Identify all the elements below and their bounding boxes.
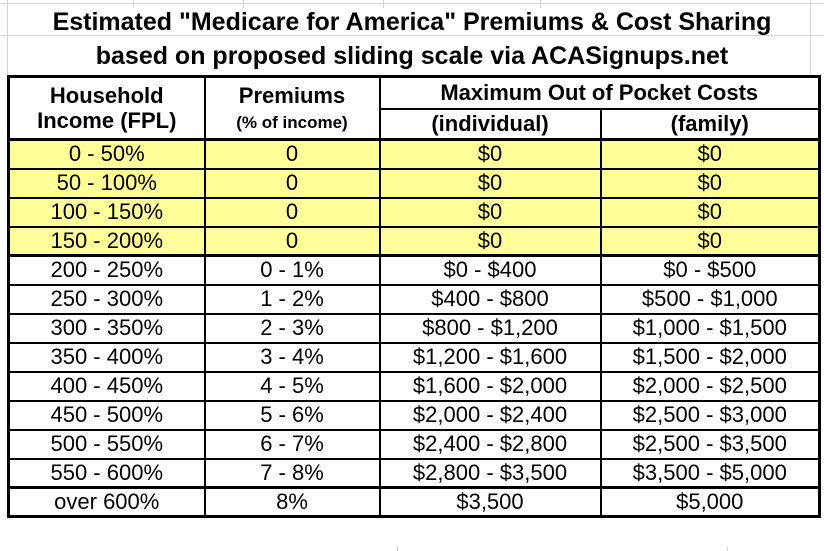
table-row: over 600% 8% $3,500 $5,000 [7, 486, 821, 518]
cell-income: 100 - 150% [7, 196, 206, 228]
column-header-household-income: Household Income (FPL) [7, 75, 206, 141]
gridline [540, 0, 541, 8]
gridline [243, 0, 244, 8]
cell-moop-individual: $1,200 - $1,600 [378, 341, 602, 373]
table-row: 450 - 500% 5 - 6% $2,000 - $2,400 $2,500… [7, 399, 821, 431]
cell-premium: 0 [203, 225, 381, 257]
cell-moop-individual: $1,600 - $2,000 [378, 370, 602, 402]
table-row: 200 - 250% 0 - 1% $0 - $400 $0 - $500 [7, 254, 821, 286]
table-row: 0 - 50% 0 $0 $0 [7, 138, 821, 170]
column-header-premiums: Premiums (% of income) [203, 75, 381, 141]
page-title-line-2: based on proposed sliding scale via ACAS… [95, 42, 729, 70]
title-band: Estimated "Medicare for America" Premium… [0, 0, 824, 71]
table-row: 100 - 150% 0 $0 $0 [7, 196, 821, 228]
cell-moop-family: $3,500 - $5,000 [599, 457, 821, 489]
cell-premium: 7 - 8% [203, 457, 381, 489]
cell-income: 300 - 350% [7, 312, 206, 344]
cell-moop-individual: $800 - $1,200 [378, 312, 602, 344]
cell-premium: 6 - 7% [203, 428, 381, 460]
cell-moop-individual: $0 [378, 196, 602, 228]
cell-moop-individual: $0 [378, 167, 602, 199]
cell-moop-family: $500 - $1,000 [599, 283, 821, 315]
gridline [7, 0, 8, 75]
cell-premium: 4 - 5% [203, 370, 381, 402]
gridline [383, 0, 384, 8]
table-row: 500 - 550% 6 - 7% $2,400 - $2,800 $2,500… [7, 428, 821, 460]
table-row: 50 - 100% 0 $0 $0 [7, 167, 821, 199]
gridline [133, 0, 134, 8]
header-premiums-line2: (% of income) [236, 113, 348, 132]
cell-moop-family: $5,000 [599, 486, 821, 518]
column-header-family: (family) [599, 107, 821, 141]
cell-moop-family: $0 [599, 196, 821, 228]
cell-premium: 0 - 1% [203, 254, 381, 286]
cell-moop-family: $1,500 - $2,000 [599, 341, 821, 373]
table-row: 300 - 350% 2 - 3% $800 - $1,200 $1,000 -… [7, 312, 821, 344]
cell-income: 450 - 500% [7, 399, 206, 431]
cell-income: 50 - 100% [7, 167, 206, 199]
cell-premium: 3 - 4% [203, 341, 381, 373]
cell-moop-individual: $0 [378, 138, 602, 170]
gridline [727, 546, 728, 551]
cell-moop-family: $0 [599, 167, 821, 199]
cell-income: 500 - 550% [7, 428, 206, 460]
cell-moop-individual: $2,800 - $3,500 [378, 457, 602, 489]
gridline [0, 3, 824, 4]
gridline [810, 0, 811, 75]
table-row: 150 - 200% 0 $0 $0 [7, 225, 821, 257]
cell-income: 550 - 600% [7, 457, 206, 489]
page-title-line-1: Estimated "Medicare for America" Premium… [52, 8, 772, 36]
cell-premium: 0 [203, 167, 381, 199]
premiums-cost-sharing-table: Household Income (FPL) Premiums (% of in… [7, 75, 821, 518]
cell-moop-individual: $2,000 - $2,400 [378, 399, 602, 431]
cell-income: over 600% [7, 486, 206, 518]
cell-premium: 2 - 3% [203, 312, 381, 344]
column-header-moop: Maximum Out of Pocket Costs [378, 75, 821, 110]
cell-income: 250 - 300% [7, 283, 206, 315]
cell-moop-family: $0 - $500 [599, 254, 821, 286]
cell-income: 0 - 50% [7, 138, 206, 170]
column-header-individual: (individual) [378, 107, 602, 141]
table-row: 400 - 450% 4 - 5% $1,600 - $2,000 $2,000… [7, 370, 821, 402]
cell-premium: 5 - 6% [203, 399, 381, 431]
cell-moop-family: $1,000 - $1,500 [599, 312, 821, 344]
cell-premium: 8% [203, 486, 381, 518]
cell-moop-individual: $0 - $400 [378, 254, 602, 286]
gridline [397, 546, 398, 551]
header-income-line2: Income (FPL) [37, 108, 177, 133]
cell-premium: 0 [203, 196, 381, 228]
cell-moop-family: $2,000 - $2,500 [599, 370, 821, 402]
cell-moop-family: $2,500 - $3,500 [599, 428, 821, 460]
cell-moop-family: $0 [599, 225, 821, 257]
cell-income: 400 - 450% [7, 370, 206, 402]
cell-income: 350 - 400% [7, 341, 206, 373]
gridline [0, 35, 824, 36]
cell-income: 200 - 250% [7, 254, 206, 286]
cell-moop-individual: $400 - $800 [378, 283, 602, 315]
table-row: 550 - 600% 7 - 8% $2,800 - $3,500 $3,500… [7, 457, 821, 489]
table-row: 250 - 300% 1 - 2% $400 - $800 $500 - $1,… [7, 283, 821, 315]
header-premiums-line1: Premiums [238, 82, 346, 108]
cell-moop-individual: $3,500 [378, 486, 602, 518]
cell-premium: 1 - 2% [203, 283, 381, 315]
header-income-line1: Household [49, 82, 164, 108]
cell-moop-family: $2,500 - $3,000 [599, 399, 821, 431]
cell-moop-individual: $0 [378, 225, 602, 257]
cell-moop-family: $0 [599, 138, 821, 170]
table-row: 350 - 400% 3 - 4% $1,200 - $1,600 $1,500… [7, 341, 821, 373]
cell-income: 150 - 200% [7, 225, 206, 257]
cell-premium: 0 [203, 138, 381, 170]
cell-moop-individual: $2,400 - $2,800 [378, 428, 602, 460]
